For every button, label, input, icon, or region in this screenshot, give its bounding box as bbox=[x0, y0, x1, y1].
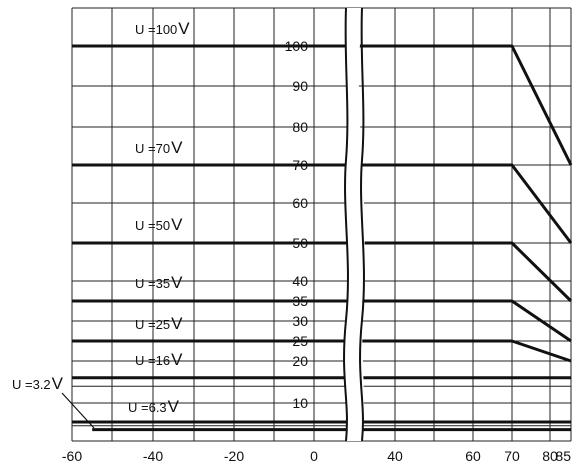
series-label: U =6.3V bbox=[128, 397, 180, 416]
label-layer: 10 20 25 30 35 40 50 60 70 80 90 100 -60 -40 -20 0 40 60 7… bbox=[12, 19, 571, 464]
series-line bbox=[72, 44, 573, 166]
x-tick-label: -60 bbox=[62, 448, 82, 464]
y-tick-label: 10 bbox=[292, 395, 308, 411]
leader-line bbox=[61, 392, 95, 429]
break-gap bbox=[344, 8, 365, 441]
series-label: U =3.2V bbox=[12, 374, 64, 393]
x-tick-label: 40 bbox=[387, 448, 403, 464]
x-tick-label: 80 bbox=[542, 448, 558, 464]
y-tick-label: 40 bbox=[292, 273, 308, 289]
x-tick-label: -20 bbox=[224, 448, 244, 464]
axis-break bbox=[343, 7, 365, 442]
x-tick-label: 85 bbox=[555, 448, 571, 464]
y-tick-label: 70 bbox=[292, 157, 308, 173]
curve-layer bbox=[72, 44, 573, 432]
y-tick-label: 60 bbox=[292, 195, 308, 211]
break-edge bbox=[359, 7, 365, 442]
series-line bbox=[72, 163, 573, 244]
y-tick-label: 100 bbox=[285, 38, 309, 54]
y-tick-label: 80 bbox=[292, 119, 308, 135]
break-edge bbox=[343, 7, 349, 442]
y-tick-label: 25 bbox=[292, 333, 308, 349]
x-tick-label: -40 bbox=[143, 448, 163, 464]
series-label: U =25V bbox=[135, 314, 183, 333]
series-line bbox=[72, 339, 572, 363]
x-tick-label: 0 bbox=[310, 448, 318, 464]
series-label: U =70V bbox=[135, 138, 183, 157]
y-tick-label: 90 bbox=[292, 78, 308, 94]
x-tick-label: 70 bbox=[504, 448, 520, 464]
y-tick-label: 20 bbox=[292, 353, 308, 369]
y-tick-label: 50 bbox=[292, 235, 308, 251]
series-label: U =35V bbox=[135, 273, 183, 292]
series-line bbox=[72, 241, 573, 303]
series-label: U =100V bbox=[135, 19, 190, 38]
y-tick-label: 30 bbox=[292, 313, 308, 329]
y-tick-label: 35 bbox=[292, 293, 308, 309]
series-line bbox=[72, 299, 572, 343]
x-tick-label: 60 bbox=[465, 448, 481, 464]
series-label: U =50V bbox=[135, 215, 183, 234]
series-label: U =16V bbox=[135, 350, 183, 369]
